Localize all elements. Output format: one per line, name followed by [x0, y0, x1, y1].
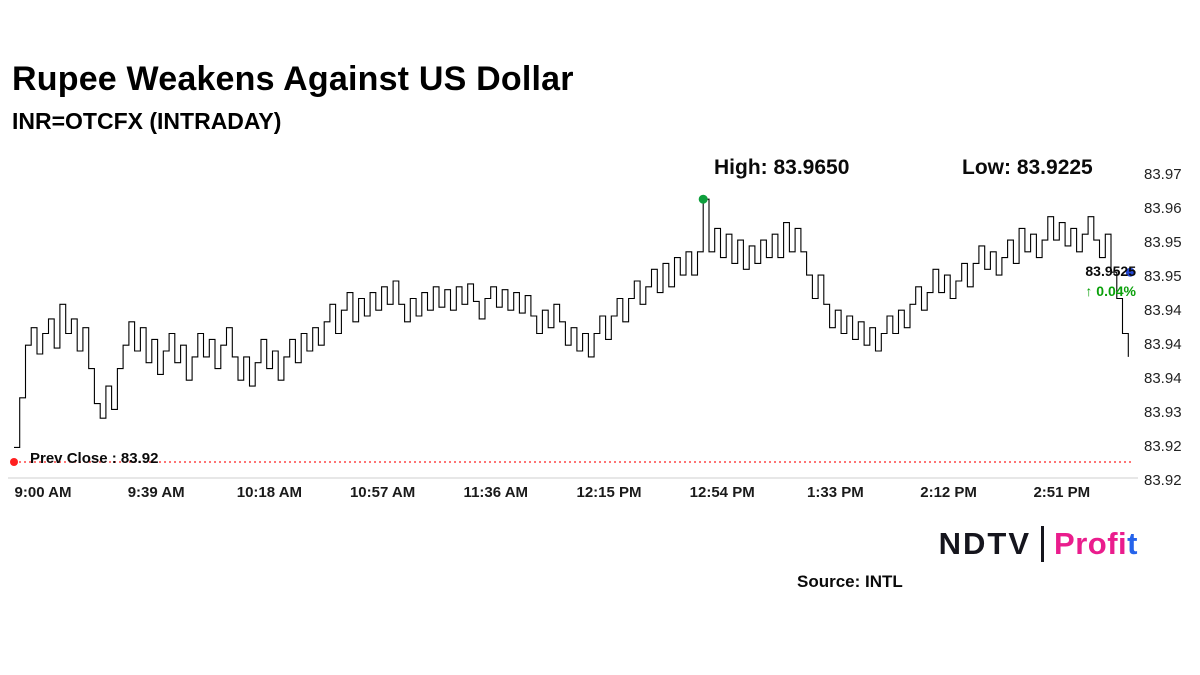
- x-axis-label: 9:00 AM: [14, 484, 72, 501]
- y-axis-label: 83.95: [1144, 268, 1182, 285]
- profit-logo-pink: Profi: [1054, 526, 1128, 561]
- low-annotation: Low: 83.9225: [962, 156, 1093, 179]
- profit-logo-text: Profit: [1054, 526, 1138, 562]
- x-axis-label: 1:33 PM: [807, 484, 864, 501]
- x-axis-label: 12:15 PM: [576, 484, 642, 501]
- y-axis-label: 83.94: [1144, 336, 1182, 353]
- change-percent-label: ↑ 0.04%: [1085, 283, 1136, 299]
- profit-logo-blue: t: [1127, 526, 1138, 561]
- x-axis-label: 10:18 AM: [236, 484, 303, 501]
- y-axis-label: 83.94: [1144, 302, 1182, 319]
- source-label: Source: INTL: [797, 572, 903, 591]
- chart-subtitle: INR=OTCFX (INTRADAY): [12, 108, 282, 134]
- page-title: Rupee Weakens Against US Dollar: [12, 60, 574, 98]
- ndtv-logo-text: NDTV: [938, 526, 1032, 561]
- x-axis-label: 9:39 AM: [127, 484, 185, 501]
- y-axis-label: 83.96: [1144, 200, 1182, 217]
- x-axis-label: 12:54 PM: [689, 484, 755, 501]
- x-axis: 9:00 AM 9:39 AM 10:18 AM 10:57 AM 11:36 AM 12…: [0, 484, 1200, 506]
- high-annotation: High: 83.9650: [714, 156, 850, 179]
- y-axis-label: 83.92: [1144, 438, 1182, 455]
- x-axis-label: 10:57 AM: [349, 484, 416, 501]
- y-axis-label: 83.95: [1144, 234, 1182, 251]
- y-axis-label: 83.94: [1144, 370, 1182, 387]
- y-axis-label: 83.93: [1144, 404, 1182, 421]
- last-price-label: 83.9525: [1085, 263, 1136, 279]
- price-line-chart: [8, 194, 1138, 479]
- y-axis: 83.97 83.96 83.95 83.95 83.94 83.94 83.94 83.93…: [1144, 0, 1200, 500]
- y-axis-label: 83.97: [1144, 166, 1182, 183]
- y-axis-label: 83.92: [1144, 472, 1182, 489]
- x-axis-label: 2:51 PM: [1033, 484, 1091, 501]
- prev-close-label: Prev Close : 83.92: [30, 450, 159, 467]
- x-axis-label: 11:36 AM: [463, 484, 529, 501]
- logo-separator: [1041, 526, 1045, 562]
- ndtv-profit-logo: NDTV Profit: [939, 526, 1138, 562]
- x-axis-label: 2:12 PM: [920, 484, 977, 501]
